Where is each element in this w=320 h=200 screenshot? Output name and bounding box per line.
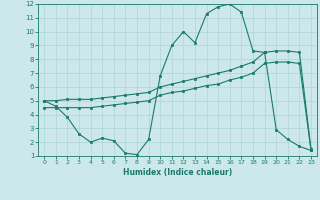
X-axis label: Humidex (Indice chaleur): Humidex (Indice chaleur) xyxy=(123,168,232,177)
